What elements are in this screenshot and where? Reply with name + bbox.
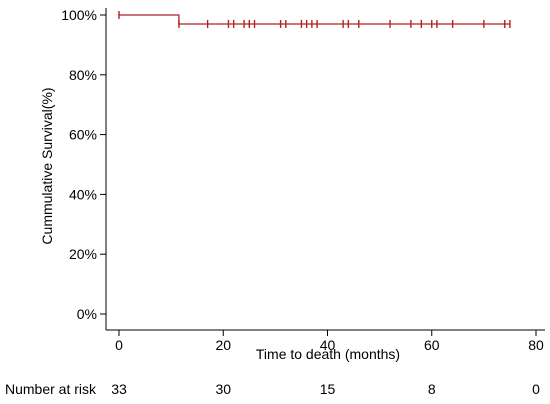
- y-tick-label: 40%: [69, 186, 97, 202]
- y-tick-label: 100%: [61, 7, 97, 23]
- axes: [105, 8, 545, 331]
- x-tick-label: 80: [528, 337, 544, 353]
- x-ticks: 0 20 40 60 80: [115, 330, 544, 353]
- number-at-risk-values: 33 30 15 8 0: [111, 381, 540, 397]
- x-tick-label: 20: [215, 337, 231, 353]
- y-tick-label: 60%: [69, 127, 97, 143]
- y-tick-label: 0%: [77, 306, 97, 322]
- y-tick-label: 80%: [69, 67, 97, 83]
- y-ticks: 0% 20% 40% 60% 80% 100%: [61, 7, 106, 322]
- number-at-risk-value: 33: [111, 381, 127, 397]
- x-tick-label: 0: [115, 337, 123, 353]
- number-at-risk-label: Number at risk: [5, 381, 97, 397]
- survival-curve: [119, 14, 510, 25]
- number-at-risk-value: 15: [320, 381, 336, 397]
- number-at-risk-value: 30: [215, 381, 231, 397]
- number-at-risk-value: 0: [532, 381, 540, 397]
- x-tick-label: 60: [424, 337, 440, 353]
- x-tick-label: 40: [320, 337, 336, 353]
- number-at-risk-value: 8: [428, 381, 436, 397]
- series: [118, 11, 511, 28]
- x-axis-label: Time to death (months): [256, 346, 400, 362]
- y-tick-label: 20%: [69, 246, 97, 262]
- y-axis-label: Cummulative Survival(%): [39, 87, 55, 244]
